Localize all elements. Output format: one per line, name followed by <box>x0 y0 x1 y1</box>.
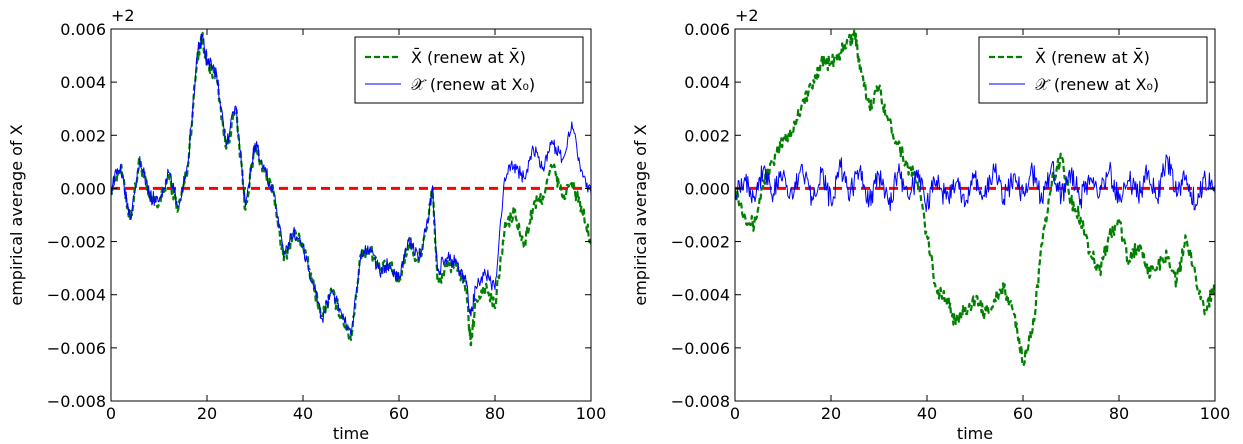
legend-label: 𝒳̄ (renew at X₀) <box>1035 75 1159 94</box>
y-tick-label: 0.004 <box>60 73 106 92</box>
legend-label: X̄ (renew at X̄) <box>1035 48 1150 67</box>
series-line-renew-at-x0 <box>735 154 1215 213</box>
y-offset-label: +2 <box>735 6 759 25</box>
y-tick-label: 0.006 <box>60 20 106 39</box>
x-tick-label: 40 <box>917 404 937 423</box>
x-tick-label: 60 <box>1013 404 1033 423</box>
series-line-renew-at-xbar <box>735 29 1215 366</box>
legend: X̄ (renew at X̄) 𝒳̄ (renew at X₀) <box>354 36 584 104</box>
y-tick-label: −0.006 <box>47 339 106 358</box>
legend: X̄ (renew at X̄) 𝒳̄ (renew at X₀) <box>978 36 1208 104</box>
x-axis-label: time <box>333 424 369 443</box>
plot-frame <box>734 28 1216 402</box>
x-tick-label: 100 <box>576 404 607 423</box>
y-offset-label: +2 <box>111 6 135 25</box>
x-tick-label: 0 <box>106 404 116 423</box>
legend-box <box>978 36 1208 104</box>
x-tick-label: 80 <box>485 404 505 423</box>
y-tick-label: 0.000 <box>60 179 106 198</box>
y-tick-label: 0.002 <box>684 126 730 145</box>
y-tick-label: −0.006 <box>671 339 730 358</box>
x-tick-label: 100 <box>1200 404 1231 423</box>
x-tick-label: 80 <box>1109 404 1129 423</box>
plot-frame <box>110 28 592 402</box>
x-tick-label: 0 <box>730 404 740 423</box>
legend-label: X̄ (renew at X̄) <box>411 48 526 67</box>
x-axis-label: time <box>957 424 993 443</box>
legend-label: 𝒳̄ (renew at X₀) <box>411 75 535 94</box>
legend-box <box>354 36 584 104</box>
x-tick-label: 20 <box>821 404 841 423</box>
x-tick-label: 40 <box>293 404 313 423</box>
y-axis-label: empirical average of X <box>7 124 26 305</box>
y-tick-label: −0.008 <box>47 392 106 411</box>
series-line-renew-at-x0 <box>111 33 591 338</box>
x-tick-label: 20 <box>197 404 217 423</box>
y-tick-label: 0.002 <box>60 126 106 145</box>
y-axis-label: empirical average of X <box>631 124 650 305</box>
y-tick-label: −0.008 <box>671 392 730 411</box>
y-tick-label: 0.000 <box>684 179 730 198</box>
y-tick-label: 0.004 <box>684 73 730 92</box>
x-tick-label: 60 <box>389 404 409 423</box>
y-tick-label: −0.002 <box>47 233 106 252</box>
chart-panel-left: −0.008 −0.006 −0.004 −0.002 0.000 0.002 0.004 0… <box>7 6 606 443</box>
y-tick-label: −0.002 <box>671 233 730 252</box>
y-tick-label: −0.004 <box>47 286 106 305</box>
chart-panel-right: −0.008 −0.006 −0.004 −0.002 0.000 0.002 0.004 0… <box>631 6 1230 443</box>
y-tick-label: 0.006 <box>684 20 730 39</box>
y-tick-label: −0.004 <box>671 286 730 305</box>
